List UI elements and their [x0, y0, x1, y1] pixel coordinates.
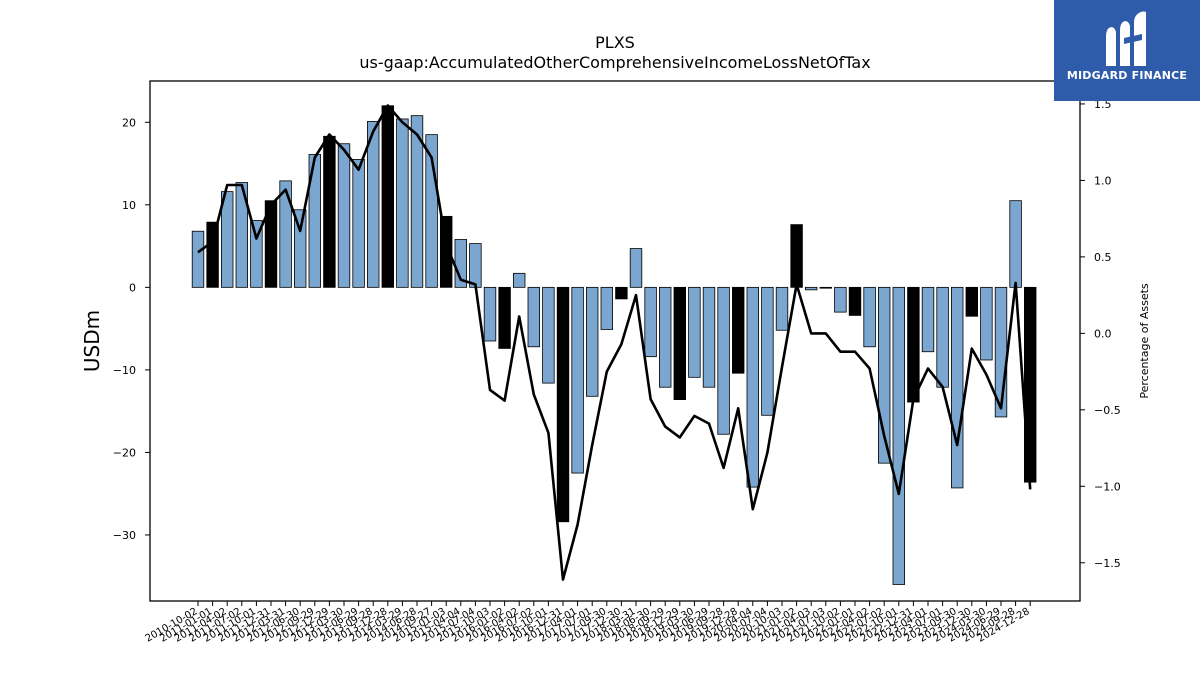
bar-series	[191, 105, 1037, 585]
y-axis-label-right: Percentage of Assets	[1138, 283, 1151, 399]
bar-2022-10-01	[892, 286, 906, 585]
y-tick-label-left: −30	[113, 529, 136, 542]
bar-2011-07-02	[235, 182, 249, 288]
percentage-of-assets-line	[197, 104, 1032, 581]
y-axis-right: 1.5 1.0 0.5 0.0 −0.5 −1.0 −1.5	[1080, 98, 1121, 570]
bar-2019-06-29	[702, 286, 716, 388]
bar-2015-10-03	[483, 286, 497, 342]
bar-2012-09-29	[308, 154, 322, 288]
bar-2019-12-28	[732, 286, 745, 374]
bar-2012-12-29	[323, 135, 336, 288]
bar-2011-12-31	[264, 200, 278, 288]
y-tick-label-right: 1.5	[1094, 98, 1112, 111]
y-tick-label-right: 1.0	[1094, 174, 1112, 187]
bar-2019-03-30	[688, 286, 701, 378]
x-axis: 2010-10-022011-01-012011-04-022011-07-02…	[144, 601, 1032, 645]
line-series	[197, 104, 1032, 581]
bar-2023-12-30	[965, 286, 979, 317]
bar-2014-06-28	[410, 115, 424, 288]
bar-2022-07-02	[878, 286, 891, 464]
bar-2018-06-30	[644, 286, 657, 358]
brand-logo: MIDGARD FINANCE	[1054, 0, 1200, 101]
bar-2021-07-03	[819, 286, 833, 289]
bar-2016-04-02	[513, 272, 526, 288]
bar-2024-03-30	[980, 286, 993, 361]
bar-2016-01-02	[498, 286, 511, 349]
bar-2018-03-31	[629, 248, 643, 288]
logo-text: MIDGARD FINANCE	[1066, 69, 1188, 82]
bar-2020-07-04	[761, 286, 774, 416]
chart-title: PLXS	[595, 33, 635, 52]
bar-2016-12-31	[556, 286, 570, 523]
bar-2023-04-01	[921, 286, 935, 353]
chart-subtitle: us-gaap:AccumulatedOtherComprehensiveInc…	[359, 53, 870, 72]
bar-2018-09-29	[659, 286, 672, 388]
bar-2013-06-29	[352, 159, 365, 288]
y-tick-label-right: −1.0	[1094, 480, 1121, 493]
bar-2015-07-04	[469, 243, 482, 288]
bar-2010-10-02	[191, 230, 205, 288]
bar-2024-09-28	[1009, 200, 1022, 288]
midgard-logo-icon	[1106, 11, 1146, 66]
bar-2020-10-03	[775, 286, 789, 331]
y-tick-label-left: 10	[122, 199, 136, 212]
y-tick-label-right: −1.5	[1094, 557, 1121, 570]
bar-2023-07-01	[936, 286, 949, 388]
bar-2016-07-02	[527, 286, 541, 348]
bar-2019-09-28	[717, 286, 730, 435]
bar-2020-04-04	[746, 286, 760, 488]
bar-2013-12-28	[381, 105, 395, 288]
bar-2012-06-30	[293, 209, 307, 288]
bar-2021-10-02	[834, 286, 847, 313]
bar-2014-03-29	[396, 118, 409, 288]
bar-2011-04-02	[220, 191, 234, 288]
bar-2022-04-02	[863, 286, 876, 348]
y-tick-label-left: −10	[113, 364, 136, 377]
bar-2014-09-27	[425, 134, 438, 288]
bar-2017-09-30	[600, 286, 614, 330]
y-tick-label-left: −20	[113, 446, 136, 459]
y-tick-label-left: 20	[122, 116, 136, 129]
bar-2024-12-28	[1024, 286, 1037, 483]
bar-2022-12-31	[907, 286, 920, 403]
y-tick-label-left: 0	[129, 281, 136, 294]
bar-2021-04-03	[805, 286, 818, 291]
plot-frame	[149, 80, 1081, 602]
bar-2021-01-02	[790, 224, 803, 288]
y-axis-label-left: USDm	[80, 310, 104, 372]
bar-2011-10-01	[250, 220, 263, 288]
bar-2012-03-31	[279, 180, 292, 288]
y-tick-label-right: −0.5	[1094, 404, 1121, 417]
bar-2023-09-30	[951, 286, 964, 489]
bar-2016-10-01	[542, 286, 555, 384]
bar-2022-01-01	[848, 286, 862, 316]
bar-2015-01-03	[439, 215, 453, 288]
y-tick-label-right: 0.0	[1094, 327, 1112, 340]
bar-2013-09-28	[366, 121, 380, 288]
bar-2013-03-30	[337, 143, 351, 288]
bar-2017-07-01	[586, 286, 599, 397]
bar-2011-01-01	[206, 221, 219, 288]
bar-2017-12-30	[615, 286, 628, 300]
bar-2017-04-01	[571, 286, 584, 474]
bar-2018-12-29	[673, 286, 687, 401]
y-tick-label-right: 0.5	[1094, 251, 1112, 264]
y-axis-left: 20 10 0 −10 −20 −30	[113, 116, 150, 542]
